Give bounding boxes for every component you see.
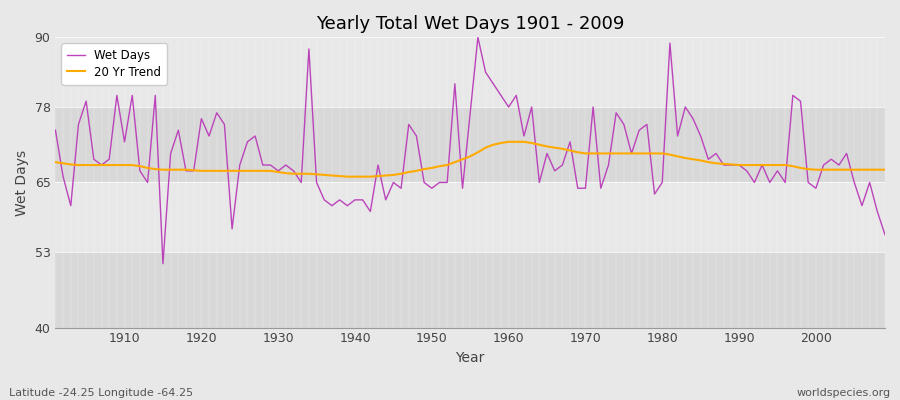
Wet Days: [518, 134, 529, 138]
Bar: [56, 107, 885, 182]
20 Yr Trend: [518, 140, 529, 144]
Wet Days: [288, 168, 299, 173]
20 Yr Trend: [879, 167, 890, 172]
20 Yr Trend: [281, 171, 292, 176]
Bar: [56, 37, 885, 107]
Wet Days: [472, 35, 483, 40]
20 Yr Trend: [112, 163, 122, 168]
Line: 20 Yr Trend: 20 Yr Trend: [56, 142, 885, 177]
X-axis label: Year: Year: [455, 351, 485, 365]
Text: Latitude -24.25 Longitude -64.25: Latitude -24.25 Longitude -64.25: [9, 388, 194, 398]
20 Yr Trend: [50, 160, 61, 164]
Y-axis label: Wet Days: Wet Days: [15, 149, 29, 216]
Bar: [56, 252, 885, 328]
Wet Days: [879, 232, 890, 237]
Wet Days: [112, 93, 122, 98]
Wet Days: [611, 110, 622, 115]
Wet Days: [334, 198, 345, 202]
Text: worldspecies.org: worldspecies.org: [796, 388, 891, 398]
Legend: Wet Days, 20 Yr Trend: Wet Days, 20 Yr Trend: [61, 43, 167, 84]
20 Yr Trend: [511, 140, 522, 144]
20 Yr Trend: [327, 173, 338, 178]
Wet Days: [158, 261, 168, 266]
20 Yr Trend: [611, 151, 622, 156]
Bar: [56, 182, 885, 252]
20 Yr Trend: [503, 140, 514, 144]
Title: Yearly Total Wet Days 1901 - 2009: Yearly Total Wet Days 1901 - 2009: [316, 15, 625, 33]
Wet Days: [511, 93, 522, 98]
20 Yr Trend: [342, 174, 353, 179]
Line: Wet Days: Wet Days: [56, 37, 885, 264]
Wet Days: [50, 128, 61, 133]
